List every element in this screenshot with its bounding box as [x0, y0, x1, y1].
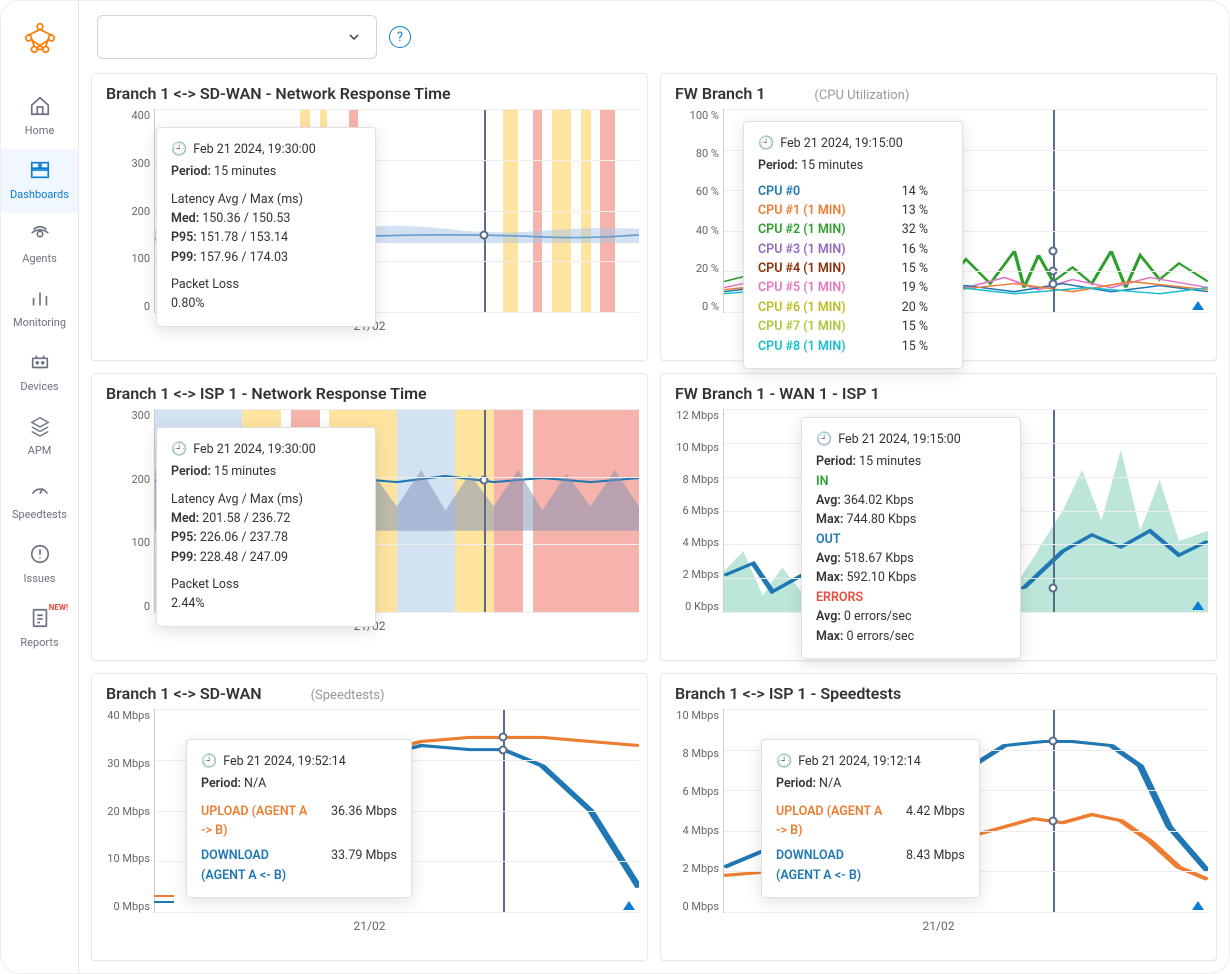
- expand-triangle-icon[interactable]: [1192, 301, 1204, 310]
- chart-card-speedtest-isp: Branch 1 <-> ISP 1 - Speedtests 10 Mbps8…: [660, 673, 1217, 961]
- chart-tooltip: 🕘Feb 21 2024, 19:30:00 Period: 15 minute…: [156, 127, 376, 327]
- chart-card-network-sdwan: Branch 1 <-> SD-WAN - Network Response T…: [91, 73, 648, 361]
- chart-tooltip: 🕘Feb 21 2024, 19:52:14 Period: N/A UPLOA…: [186, 739, 412, 898]
- agents-icon: [29, 223, 51, 248]
- nav-label: Speedtests: [12, 508, 67, 521]
- issues-icon: [29, 543, 51, 568]
- expand-triangle-icon[interactable]: [623, 901, 635, 910]
- y-axis: 12 Mbps10 Mbps8 Mbps6 Mbps4 Mbps2 Mbps0 …: [667, 409, 719, 613]
- chart-tooltip: 🕘Feb 21 2024, 19:15:00 Period: 15 minute…: [801, 417, 1021, 659]
- chart-card-network-isp: Branch 1 <-> ISP 1 - Network Response Ti…: [91, 373, 648, 661]
- y-axis: 3002001000: [98, 409, 150, 613]
- card-title: Branch 1 <-> ISP 1 - Speedtests: [661, 674, 1216, 709]
- dashboard-icon: [29, 159, 51, 184]
- nav-label: Home: [25, 124, 55, 137]
- legend: [154, 895, 174, 903]
- clock-icon: 🕘: [171, 140, 187, 160]
- card-title: FW Branch 1 (CPU Utilization): [661, 74, 1216, 109]
- expand-triangle-icon[interactable]: [1192, 901, 1204, 910]
- expand-triangle-icon[interactable]: [1192, 601, 1204, 610]
- nav-label: Devices: [20, 380, 58, 393]
- reports-icon: [29, 607, 51, 632]
- logo-icon: [21, 19, 59, 61]
- y-axis: 40 Mbps30 Mbps20 Mbps10 Mbps0 Mbps: [98, 709, 150, 913]
- card-title: Branch 1 <-> SD-WAN (Speedtests): [92, 674, 647, 709]
- clock-icon: 🕘: [776, 752, 792, 772]
- nav-reports[interactable]: NEW! Reports: [1, 597, 78, 661]
- clock-icon: 🕘: [816, 430, 832, 450]
- nav-label: Reports: [20, 636, 58, 649]
- chart-card-wan: FW Branch 1 - WAN 1 - ISP 1 12 Mbps10 Mb…: [660, 373, 1217, 661]
- chevron-down-icon: [346, 29, 362, 45]
- speedtest-icon: [29, 479, 51, 504]
- apm-icon: [29, 415, 51, 440]
- nav-agents[interactable]: Agents: [1, 213, 78, 277]
- clock-icon: 🕘: [758, 134, 774, 154]
- nav-label: Agents: [22, 252, 57, 265]
- nav-monitoring[interactable]: Monitoring: [1, 277, 78, 341]
- nav-label: APM: [28, 444, 52, 457]
- help-icon[interactable]: ?: [389, 26, 411, 48]
- nav-issues[interactable]: Issues: [1, 533, 78, 597]
- clock-icon: 🕘: [201, 752, 217, 772]
- selector-dropdown[interactable]: [97, 15, 377, 59]
- nav-label: Monitoring: [13, 316, 66, 329]
- nav-home[interactable]: Home: [1, 85, 78, 149]
- x-axis-label: 21/02: [923, 919, 955, 933]
- sidebar: Home Dashboards Agents Monitoring Device…: [1, 1, 79, 973]
- monitoring-icon: [29, 287, 51, 312]
- main-content: ? Branch 1 <-> SD-WAN - Network Response…: [79, 1, 1229, 973]
- new-badge: NEW!: [49, 603, 68, 612]
- card-title: Branch 1 <-> SD-WAN - Network Response T…: [92, 74, 647, 109]
- nav-label: Dashboards: [10, 188, 69, 201]
- nav-dashboards[interactable]: Dashboards: [1, 149, 78, 213]
- home-icon: [29, 95, 51, 120]
- devices-icon: [29, 351, 51, 376]
- chart-tooltip: 🕘Feb 21 2024, 19:30:00 Period: 15 minute…: [156, 427, 376, 627]
- card-title: Branch 1 <-> ISP 1 - Network Response Ti…: [92, 374, 647, 409]
- y-axis: 10 Mbps8 Mbps6 Mbps4 Mbps2 Mbps0 Mbps: [667, 709, 719, 913]
- chart-tooltip: 🕘Feb 21 2024, 19:15:00 Period: 15 minute…: [743, 121, 963, 369]
- clock-icon: 🕘: [171, 440, 187, 460]
- nav-apm[interactable]: APM: [1, 405, 78, 469]
- nav-devices[interactable]: Devices: [1, 341, 78, 405]
- y-axis: 100 %80 %60 %40 %20 %0 %: [667, 109, 719, 313]
- nav-speedtests[interactable]: Speedtests: [1, 469, 78, 533]
- x-axis-label: 21/02: [354, 919, 386, 933]
- chart-tooltip: 🕘Feb 21 2024, 19:12:14 Period: N/A UPLOA…: [761, 739, 980, 898]
- card-title: FW Branch 1 - WAN 1 - ISP 1: [661, 374, 1216, 409]
- topbar: ?: [79, 1, 1229, 73]
- y-axis: 4003002001000: [98, 109, 150, 313]
- chart-card-cpu: FW Branch 1 (CPU Utilization) 100 %80 %6…: [660, 73, 1217, 361]
- chart-card-speedtest-sdwan: Branch 1 <-> SD-WAN (Speedtests) 40 Mbps…: [91, 673, 648, 961]
- nav-label: Issues: [24, 572, 56, 585]
